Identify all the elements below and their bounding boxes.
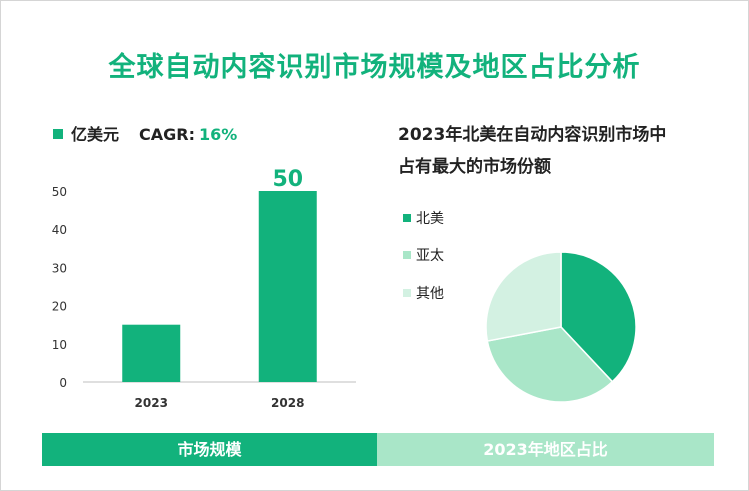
footer-region-share: 2023年地区占比	[377, 433, 714, 466]
bar	[122, 324, 181, 382]
page-title: 全球自动内容识别市场规模及地区占比分析	[108, 52, 641, 83]
y-tick-label: 50	[52, 185, 67, 199]
pie-title-line-2: 占有最大的市场份额	[398, 157, 551, 177]
pie-legend-label: 亚太	[416, 248, 444, 264]
y-tick-label: 30	[52, 261, 67, 275]
pie-slice	[485, 251, 562, 342]
y-tick-label: 10	[52, 338, 67, 352]
footer-market-size: 市场规模	[42, 433, 377, 466]
bar-data-label: 50	[272, 167, 303, 192]
pie-slice	[560, 251, 637, 383]
pie-legend-label: 其他	[416, 286, 444, 302]
y-tick-label: 20	[52, 300, 67, 314]
cagr-value: 16%	[199, 125, 238, 144]
cagr-label: CAGR:	[139, 125, 195, 144]
y-tick-label: 0	[59, 376, 67, 390]
pie-slice	[486, 326, 614, 403]
bar-legend-swatch	[53, 129, 63, 139]
y-tick-label: 40	[52, 223, 67, 237]
bar-legend: 亿美元 CAGR: 16%	[53, 121, 237, 145]
pie-legend-label: 北美	[416, 211, 444, 227]
pie-title-line-1: 2023年北美在自动内容识别市场中	[398, 125, 667, 145]
bar-legend-label: 亿美元	[71, 125, 120, 144]
pie-legend-swatch	[403, 289, 411, 297]
pie-title: 2023年北美在自动内容识别市场中 占有最大的市场份额	[398, 119, 718, 183]
x-tick-label: 2023	[135, 396, 168, 410]
bar	[258, 191, 317, 382]
pie-legend-swatch	[403, 214, 411, 222]
x-tick-label: 2028	[271, 396, 304, 410]
pie-legend-swatch	[403, 251, 411, 259]
